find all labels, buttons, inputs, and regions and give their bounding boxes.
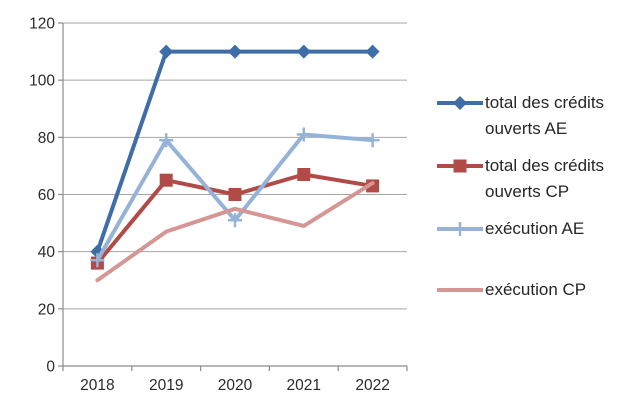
line-plus-marker-icon bbox=[437, 222, 483, 236]
y-axis-label: 100 bbox=[29, 73, 55, 90]
data-point-diamond bbox=[159, 44, 174, 59]
series-line-3 bbox=[95, 181, 375, 283]
x-axis-label: 2022 bbox=[355, 377, 389, 394]
legend-label-execution-ae: exécution AE bbox=[485, 219, 585, 238]
data-point-square bbox=[297, 167, 311, 181]
legend-label-total-credits-cp: total des crédits ouverts CP bbox=[485, 156, 605, 201]
line-square-marker-icon bbox=[437, 159, 483, 173]
legend-label-execution-cp: exécution CP bbox=[485, 280, 587, 299]
y-axis-label: 80 bbox=[38, 130, 56, 147]
data-point-square bbox=[228, 188, 242, 201]
line-marker-icon bbox=[437, 288, 483, 292]
y-axis-label: 20 bbox=[38, 301, 56, 318]
legend-item-total-credits-ae: total des crédits ouverts AE bbox=[437, 90, 641, 142]
data-point-square bbox=[366, 179, 380, 193]
data-point-square bbox=[159, 173, 173, 187]
data-point-diamond bbox=[296, 44, 311, 59]
y-axis-label: 40 bbox=[38, 244, 56, 261]
legend-item-execution-ae: exécution AE bbox=[437, 216, 641, 242]
legend-label-total-credits-ae: total des crédits ouverts AE bbox=[485, 93, 605, 138]
data-point-diamond bbox=[228, 44, 242, 59]
y-axis-label: 0 bbox=[46, 359, 55, 376]
x-axis-label: 2018 bbox=[80, 377, 114, 394]
y-axis-label: 60 bbox=[38, 187, 56, 204]
legend-item-total-credits-cp: total des crédits ouverts CP bbox=[437, 153, 641, 205]
x-axis-label: 2019 bbox=[149, 377, 183, 394]
y-axis-label: 120 bbox=[29, 16, 55, 33]
line-diamond-marker-icon bbox=[437, 96, 483, 110]
x-axis-label: 2020 bbox=[218, 377, 253, 394]
x-axis-label: 2021 bbox=[287, 377, 321, 394]
legend-item-execution-cp: exécution CP bbox=[437, 277, 641, 303]
data-point-diamond bbox=[365, 44, 380, 59]
